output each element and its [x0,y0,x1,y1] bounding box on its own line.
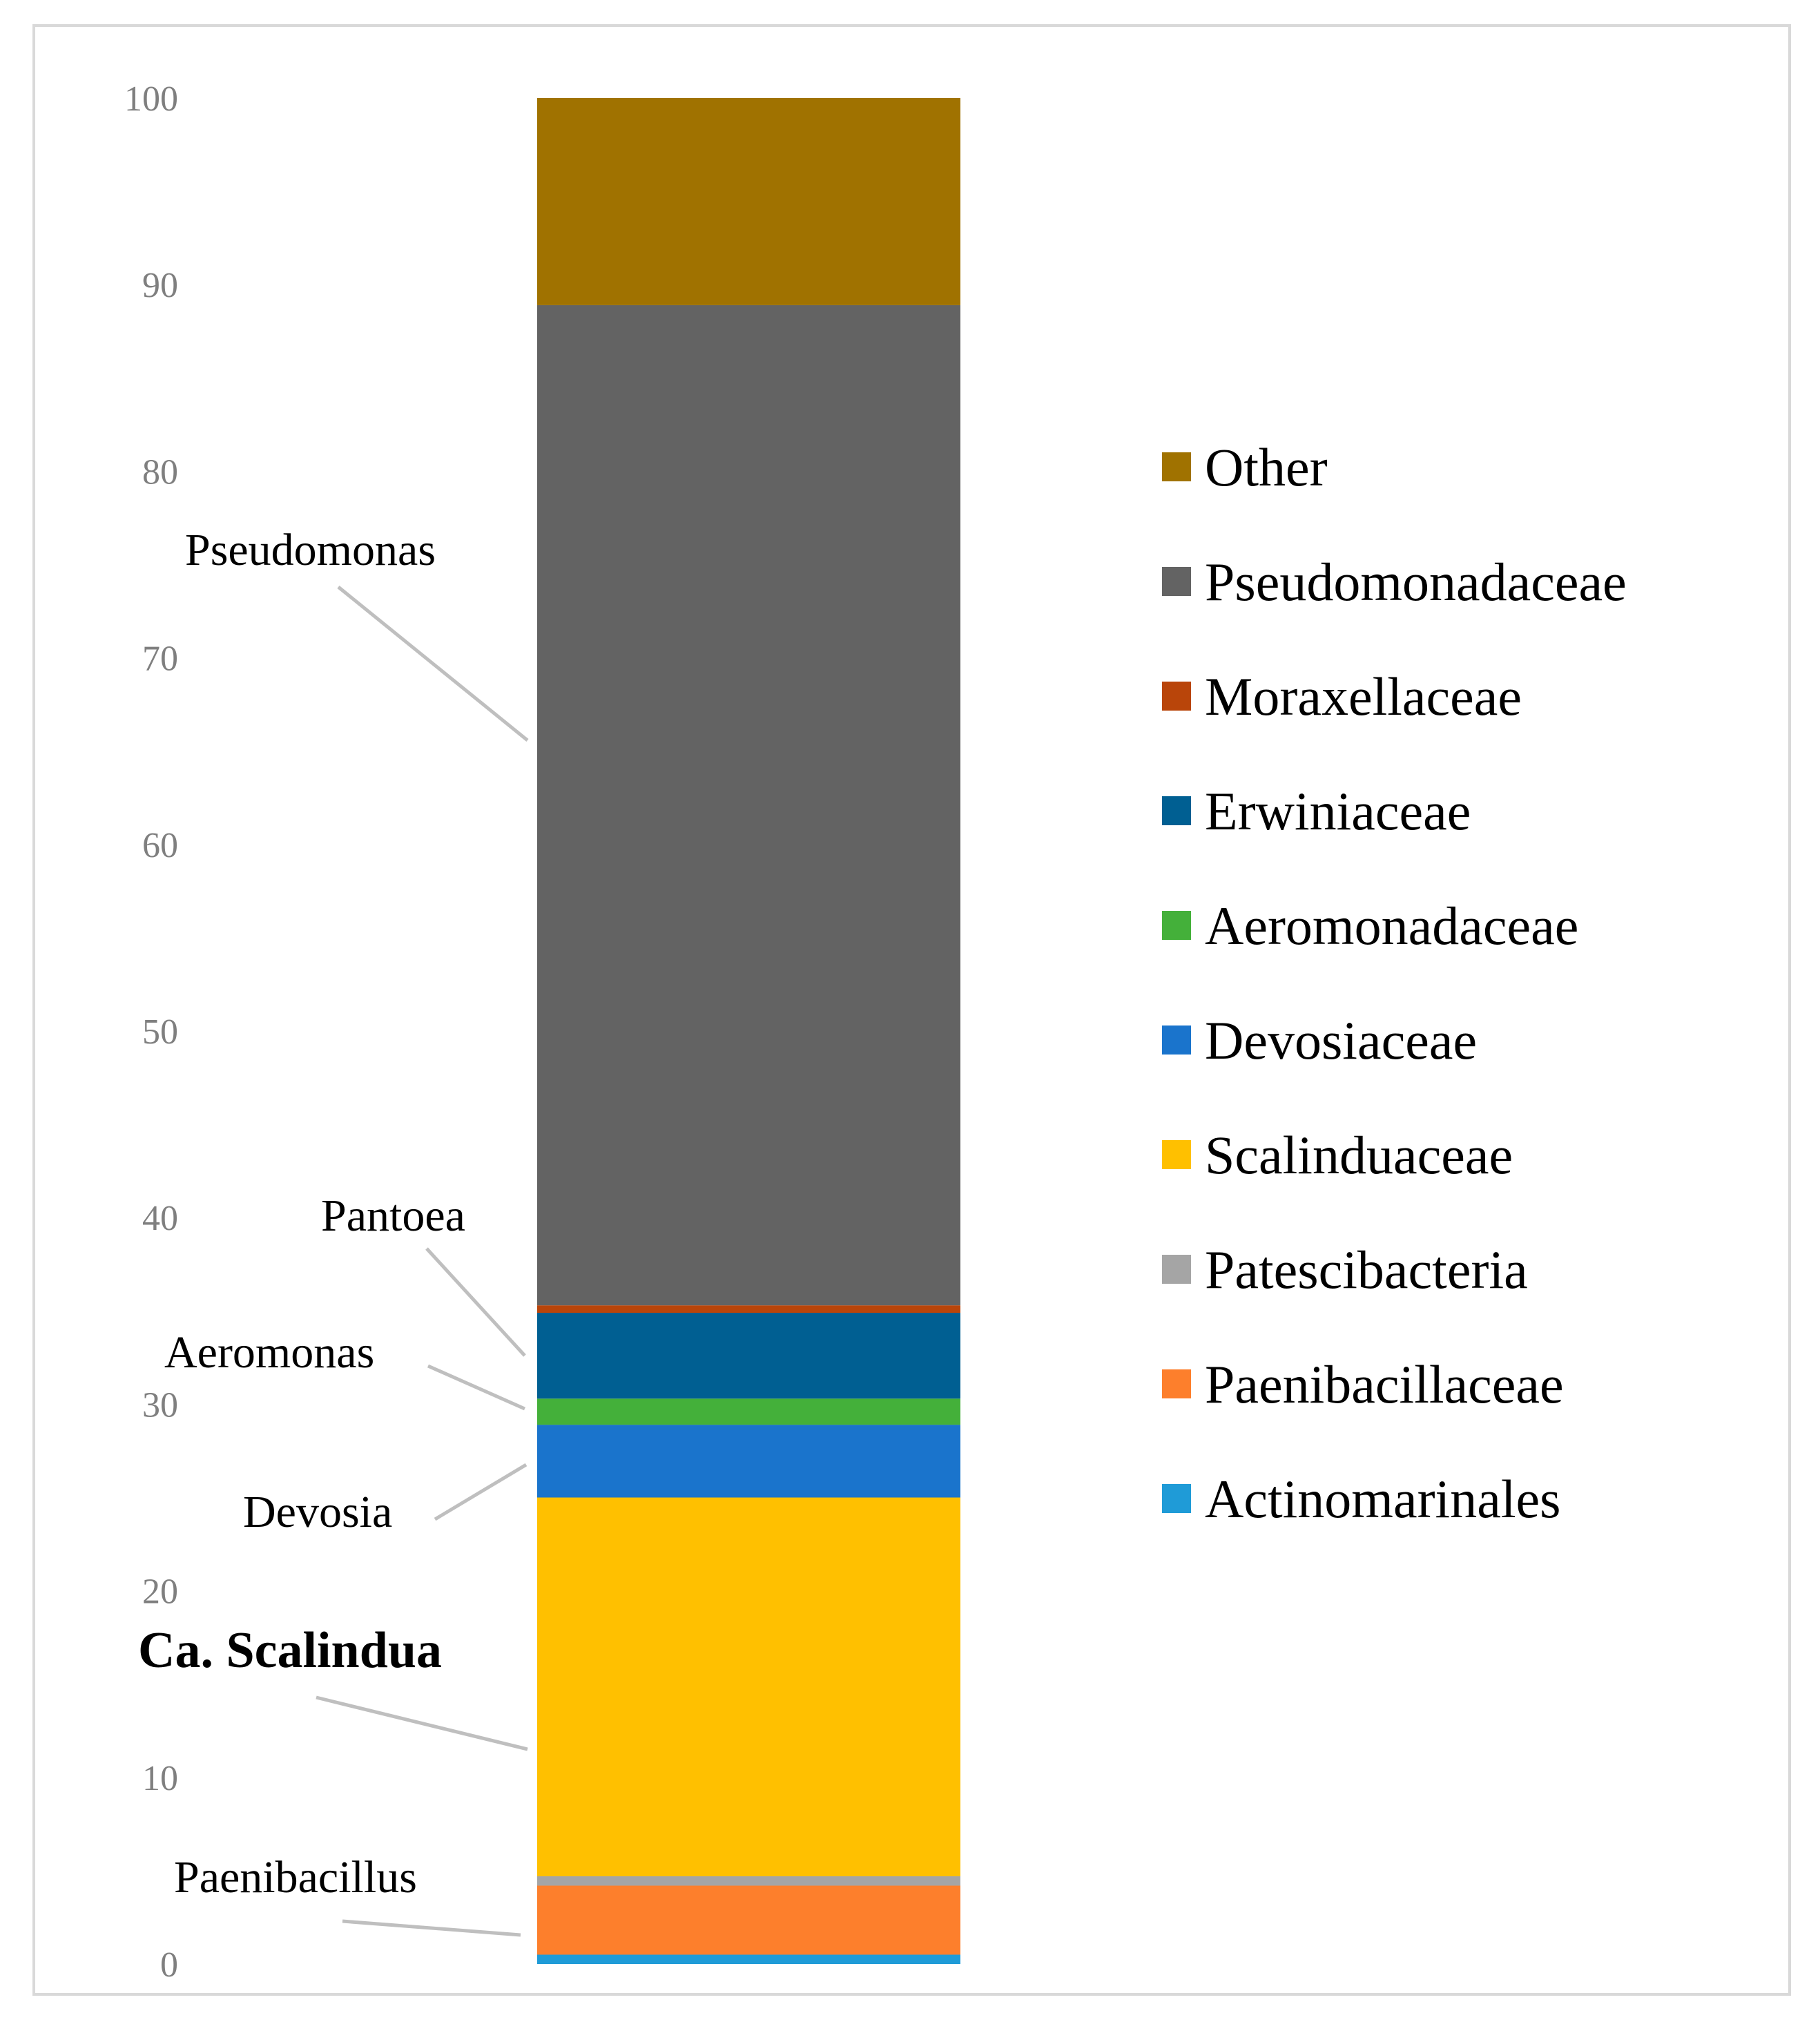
annotation-ca-scalindua: Ca. Scalindua [138,1622,442,1679]
y-tick-label-10: 10 [142,1759,178,1798]
leader-line-aeromonas [427,1364,526,1411]
leader-line-ca-scalindua [316,1695,528,1751]
y-tick-label-30: 30 [142,1385,178,1425]
bar-segment-devosiaceae [537,1425,960,1498]
leader-line-pantoea [425,1247,526,1357]
legend-swatch-moraxellaceae [1162,682,1191,711]
bar-segment-scalinduaceae [537,1497,960,1877]
y-tick-label-20: 20 [142,1572,178,1612]
y-tick-label-80: 80 [142,452,178,492]
legend-label-devosiaceae: Devosiaceae [1205,1010,1477,1070]
legend-swatch-devosiaceae [1162,1026,1191,1055]
legend-label-erwiniaceae: Erwiniaceae [1205,781,1471,841]
annotation-pseudomonas: Pseudomonas [185,525,436,575]
annotations: Pseudomonas Pantoea Aeromonas Devosia Ca. Sc… [138,525,529,1937]
legend-swatch-scalinduaceae [1162,1140,1191,1169]
y-tick-label-100: 100 [124,79,178,119]
y-tick-label-50: 50 [142,1012,178,1052]
y-tick-label-60: 60 [142,826,178,865]
leader-line-paenibacillus [342,1919,521,1937]
legend-label-paenibacillaceae: Paenibacillaceae [1205,1354,1564,1414]
bar-segment-moraxellaceae [537,1305,960,1313]
y-tick-label-40: 40 [142,1199,178,1238]
legend-swatch-aeromonadaceae [1162,911,1191,940]
legend-label-actinomarinales: Actinomarinales [1205,1469,1561,1529]
y-axis-ticks: 0 10 20 30 40 50 60 70 80 90 100 [124,79,178,1985]
annotation-devosia: Devosia [243,1487,392,1537]
bar-segment-actinomarinales [537,1954,960,1964]
annotation-aeromonas: Aeromonas [164,1327,374,1378]
legend-label-aeromonadaceae: Aeromonadaceae [1205,896,1578,956]
y-tick-label-70: 70 [142,639,178,679]
leader-line-devosia [434,1463,527,1521]
legend-swatch-actinomarinales [1162,1484,1191,1513]
bar-segment-paenibacillaceae [537,1885,960,1955]
stacked-bar [537,98,960,1964]
annotation-pantoea: Pantoea [321,1191,465,1241]
legend-swatch-erwiniaceae [1162,796,1191,825]
bar-segment-aeromonadaceae [537,1398,960,1425]
legend: Other Pseudomonadaceae Moraxellaceae Erwini… [1162,437,1627,1529]
annotation-paenibacillus: Paenibacillus [174,1852,417,1903]
legend-label-pseudomonadaceae: Pseudomonadaceae [1205,552,1627,612]
legend-swatch-patescibacteria [1162,1255,1191,1284]
legend-label-patescibacteria: Patescibacteria [1205,1240,1528,1300]
leader-line-pseudomonas [337,586,529,742]
y-tick-label-0: 0 [160,1945,178,1985]
y-tick-label-90: 90 [142,266,178,305]
bar-segment-patescibacteria [537,1876,960,1886]
bar-segment-erwiniaceae [537,1313,960,1399]
legend-swatch-paenibacillaceae [1162,1369,1191,1398]
bar-segment-pseudomonadaceae [537,305,960,1306]
legend-label-moraxellaceae: Moraxellaceae [1205,666,1522,726]
bar-segment-other [537,98,960,305]
legend-label-scalinduaceae: Scalinduaceae [1205,1125,1513,1185]
legend-label-other: Other [1205,437,1328,497]
legend-swatch-pseudomonadaceae [1162,567,1191,596]
legend-swatch-other [1162,452,1191,481]
